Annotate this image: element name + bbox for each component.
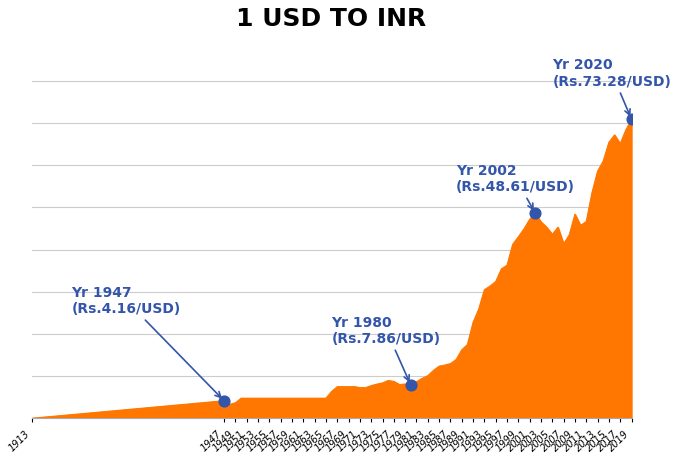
Text: Yr 2002
(Rs.48.61/USD): Yr 2002 (Rs.48.61/USD): [456, 163, 575, 210]
Text: Yr 1980
(Rs.7.86/USD): Yr 1980 (Rs.7.86/USD): [332, 315, 441, 381]
Point: [405, 381, 416, 389]
Text: Yr 2020
(Rs.73.28/USD): Yr 2020 (Rs.73.28/USD): [552, 58, 671, 116]
Point: [626, 116, 637, 123]
Point: [218, 397, 229, 404]
Title: 1 USD TO INR: 1 USD TO INR: [236, 7, 427, 31]
Text: Yr 1947
(Rs.4.16/USD): Yr 1947 (Rs.4.16/USD): [71, 285, 221, 397]
Point: [530, 210, 541, 218]
